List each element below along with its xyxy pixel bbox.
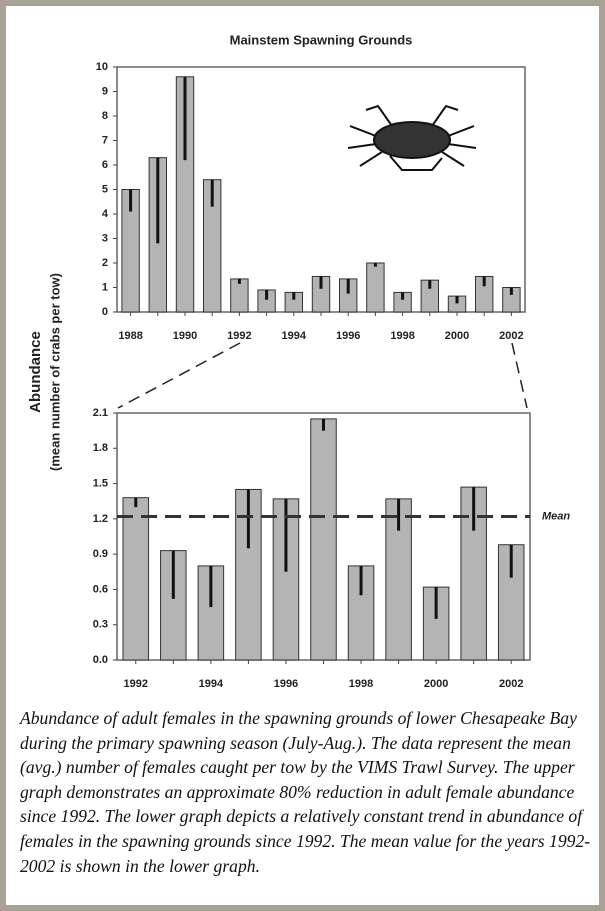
y-tick-label: 0.9 <box>93 548 108 560</box>
y-tick-label: 0.6 <box>93 583 108 595</box>
y-tick-label: 8 <box>102 110 108 122</box>
y-sublabel: (mean number of crabs per tow) <box>47 273 62 471</box>
x-tick-label: 2000 <box>445 330 469 342</box>
y-tick-label: 6 <box>102 159 108 171</box>
y-tick-label: 0.0 <box>93 654 108 666</box>
caption: Abundance of adult females in the spawni… <box>20 706 600 878</box>
y-tick-label: 2.1 <box>93 407 108 419</box>
x-tick-label: 1992 <box>124 678 148 690</box>
x-tick-label: 2002 <box>499 678 523 690</box>
y-axis-title: Abundance (mean number of crabs per tow) <box>27 273 62 471</box>
x-tick-label: 1994 <box>199 678 224 690</box>
x-tick-label: 2002 <box>499 330 523 342</box>
x-tick-label: 1994 <box>282 330 307 342</box>
y-tick-label: 10 <box>96 61 108 73</box>
y-tick-label: 5 <box>102 183 108 195</box>
x-tick-label: 1998 <box>349 678 373 690</box>
chart-title: Mainstem Spawning Grounds <box>230 32 413 47</box>
y-tick-label: 7 <box>102 134 108 146</box>
x-tick-label: 2000 <box>424 678 448 690</box>
y-tick-label: 1 <box>102 281 108 293</box>
y-tick-label: 1.8 <box>93 442 108 454</box>
bar <box>123 498 149 660</box>
connector <box>118 343 240 408</box>
bar <box>231 279 248 312</box>
y-tick-label: 2 <box>102 257 108 269</box>
y-label: Abundance <box>27 331 44 413</box>
x-tick-label: 1998 <box>390 330 414 342</box>
bar <box>367 263 384 312</box>
y-tick-label: 0.3 <box>93 619 108 631</box>
y-tick-label: 4 <box>102 208 109 220</box>
x-tick-label: 1988 <box>118 330 142 342</box>
x-tick-label: 1992 <box>227 330 251 342</box>
page: {"chart_data": [ {"type": "bar", "title"… <box>0 0 605 911</box>
y-tick-label: 1.5 <box>93 477 108 489</box>
y-tick-label: 3 <box>102 232 108 244</box>
mean-label: Mean <box>542 510 570 522</box>
y-tick-label: 0 <box>102 306 108 318</box>
x-tick-label: 1996 <box>274 678 298 690</box>
connector <box>512 343 527 408</box>
y-tick-label: 1.2 <box>93 513 108 525</box>
x-tick-label: 1996 <box>336 330 360 342</box>
y-tick-label: 9 <box>102 85 108 97</box>
bar <box>311 419 337 660</box>
crab-icon <box>348 106 476 170</box>
x-tick-label: 1990 <box>173 330 197 342</box>
